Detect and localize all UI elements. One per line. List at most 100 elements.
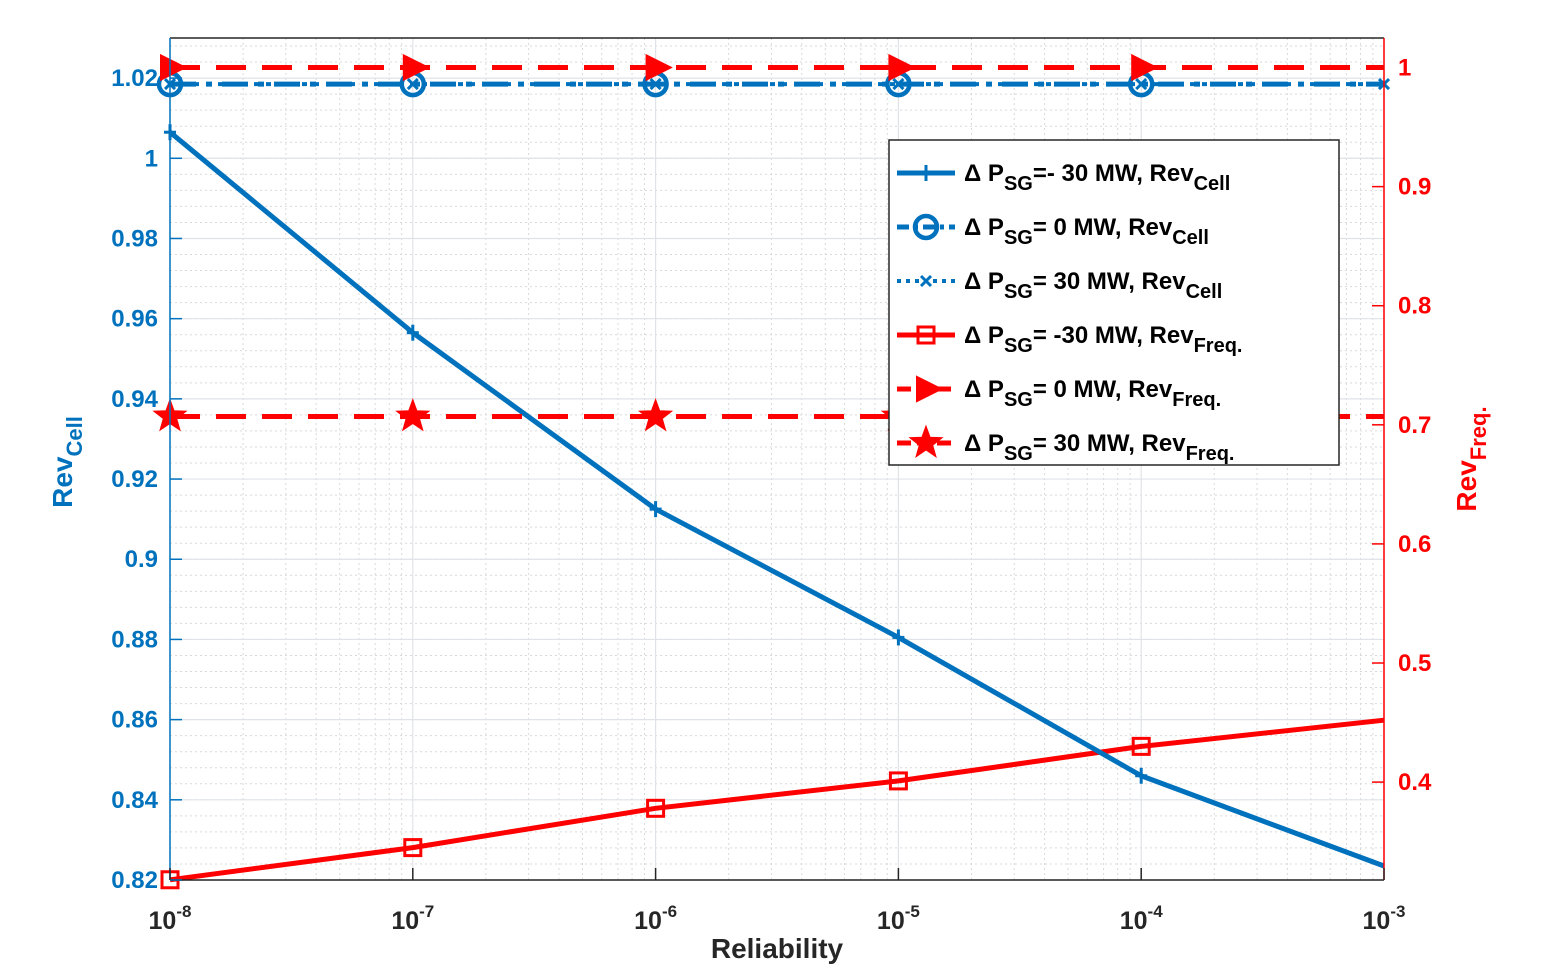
x-tick-base: 10: [634, 907, 662, 935]
legend-box: [888, 139, 1340, 466]
x-tick-exponent: -6: [662, 902, 677, 921]
legend-label: Δ PSG= 30 MW, RevFreq.: [964, 430, 1234, 465]
left-tick-label: 0.84: [111, 787, 158, 814]
left-tick-label: 0.98: [111, 225, 158, 252]
marker-triangle-right: [645, 53, 673, 82]
x-axis-title: Reliability: [711, 933, 844, 964]
legend-rev-sub: Cell: [1186, 281, 1223, 303]
legend-p: P: [988, 430, 1004, 457]
legend-entry-2: Δ PSG= 0 MW, RevCell: [897, 213, 1209, 249]
series-line: [169, 717, 1385, 883]
marker-x: [406, 78, 419, 91]
x-tick-label: 10-4: [1120, 902, 1163, 935]
legend-label: Δ PSG= 0 MW, RevCell: [964, 214, 1209, 249]
left-tick-label: 0.86: [111, 707, 158, 734]
series-line: [168, 130, 1385, 869]
marker-square: [403, 838, 423, 858]
marker-square: [1131, 736, 1151, 756]
x-tick-label: 10-3: [1363, 902, 1406, 935]
legend-delta: Δ: [964, 214, 988, 241]
legend-p: P: [988, 160, 1004, 187]
right-tick-label: 0.5: [1398, 650, 1431, 677]
right-tick-label: 1: [1398, 55, 1411, 82]
legend-entry-3: Δ PSG= 30 MW, RevCell: [897, 268, 1222, 303]
legend-p-sub: SG: [1004, 227, 1033, 249]
legend-p: P: [988, 214, 1004, 241]
marker-circle: [912, 213, 940, 241]
left-tick-label: 1.02: [111, 65, 158, 92]
right-tick-label: 0.8: [1398, 293, 1431, 320]
legend-p: P: [988, 322, 1004, 349]
legend-label: Δ PSG=- 30 MW, RevCell: [964, 160, 1230, 195]
x-tick-exponent: -4: [1148, 902, 1164, 921]
legend-value: = 0 MW, Rev: [1033, 376, 1173, 403]
legend-label: Δ PSG= 30 MW, RevCell: [964, 268, 1222, 303]
left-tick-label: 0.82: [111, 867, 158, 894]
marker-x: [1135, 78, 1148, 91]
marker-square: [888, 771, 908, 791]
x-tick-base: 10: [1363, 907, 1391, 935]
right-tick-label: 0.4: [1398, 769, 1432, 796]
legend-value: = 30 MW, Rev: [1033, 430, 1186, 457]
marker-triangle-right: [1131, 53, 1159, 82]
marker-x-b: [1135, 78, 1148, 91]
marker-plus: [1135, 767, 1148, 784]
right-axis-title-sub: Freq.: [1466, 406, 1491, 460]
marker-square: [916, 325, 936, 345]
x-tick-label: 10-5: [877, 902, 920, 935]
x-tick-exponent: -8: [176, 902, 191, 921]
right-axis-title-main: Rev: [1451, 460, 1482, 512]
legend-p: P: [988, 268, 1004, 295]
legend-value: = 0 MW, Rev: [1033, 214, 1173, 241]
legend-rev-sub: Freq.: [1172, 389, 1221, 411]
x-tick-label: 10-6: [634, 902, 677, 935]
legend-rev-sub: Freq.: [1186, 443, 1235, 465]
marker-x: [919, 274, 933, 288]
legend-p-sub: SG: [1004, 281, 1033, 303]
legend-p-sub: SG: [1004, 389, 1033, 411]
right-tick-label: 0.9: [1398, 174, 1431, 201]
legend-entry-5: Δ PSG= 0 MW, RevFreq.: [897, 375, 1221, 411]
left-axis-title-main: Rev: [47, 456, 78, 508]
legend-entry-6: Δ PSG= 30 MW, RevFreq.: [897, 424, 1234, 465]
x-tick-exponent: -5: [905, 902, 920, 921]
legend-rev-sub: Cell: [1194, 173, 1231, 195]
marker-star: [395, 398, 431, 432]
legend-rev-sub: Freq.: [1194, 335, 1243, 357]
x-tick-exponent: -7: [419, 902, 434, 921]
right-axis-title: RevFreq.: [1451, 406, 1491, 511]
x-tick-base: 10: [1120, 907, 1148, 935]
legend-value: =- 30 MW, Rev: [1033, 160, 1194, 187]
marker-plus: [406, 324, 419, 341]
marker-triangle-right: [402, 53, 431, 82]
right-tick-label: 0.7: [1398, 412, 1431, 439]
axes-layer: [169, 37, 1385, 881]
marker-x-b: [406, 78, 419, 91]
ticks-layer: 0.82 0.84 0.86 0.88 0.9 0.92 0.94 0.96 0.98 1 1.02…: [47, 55, 1491, 964]
left-tick-label: 0.96: [111, 306, 158, 333]
legend-delta: Δ: [964, 160, 988, 187]
x-tick-base: 10: [391, 907, 419, 935]
legend-label: Δ PSG= -30 MW, RevFreq.: [964, 322, 1242, 357]
x-tick-label: 10-8: [149, 902, 192, 935]
marker-star: [638, 398, 674, 432]
legend-delta: Δ: [964, 322, 988, 349]
legend-delta: Δ: [964, 376, 988, 403]
legend-entry-1: Δ PSG=- 30 MW, RevCell: [897, 160, 1230, 195]
marker-plus: [920, 165, 932, 181]
legend-p-sub: SG: [1004, 173, 1033, 195]
legend-p-sub: SG: [1004, 443, 1033, 465]
left-axis-title: RevCell: [47, 416, 87, 508]
legend-value: = -30 MW, Rev: [1033, 322, 1194, 349]
x-tick-label: 10-7: [391, 902, 434, 935]
x-tick-base: 10: [149, 907, 177, 935]
marker-plus: [892, 629, 905, 646]
left-tick-label: 0.92: [111, 466, 158, 493]
left-axis-title-sub: Cell: [62, 416, 87, 456]
marker-triangle-right: [160, 53, 188, 82]
left-tick-label: 0.9: [125, 546, 158, 573]
legend-p: P: [988, 376, 1004, 403]
